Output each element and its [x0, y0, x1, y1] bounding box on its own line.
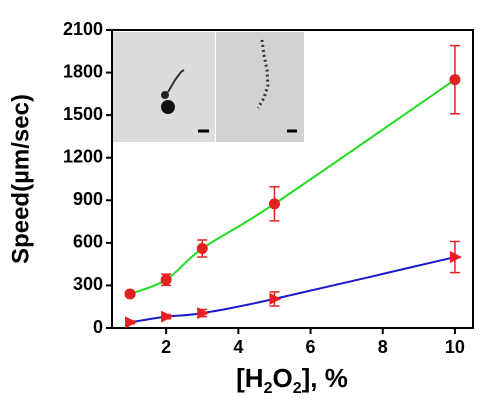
inset-images	[113, 32, 304, 142]
y-tick-label: 900	[73, 189, 103, 209]
inset-image-1	[113, 32, 215, 142]
x-label-part: O	[272, 363, 292, 393]
point	[268, 198, 280, 210]
point	[269, 292, 282, 305]
point	[124, 288, 136, 300]
x-tick-label: 6	[306, 337, 316, 357]
x-label-part: [H	[236, 363, 263, 393]
trail	[256, 39, 270, 109]
y-tick-label: 1200	[63, 146, 103, 166]
x-tick-label: 4	[233, 337, 243, 357]
point	[196, 243, 208, 255]
trail	[167, 69, 185, 93]
point	[160, 274, 172, 286]
plot-frame	[111, 29, 474, 329]
point	[449, 74, 461, 86]
y-tick-label: 1500	[63, 104, 103, 124]
y-axis-label: Speed(µm/sec)	[7, 94, 34, 264]
x-tick-label: 2	[161, 337, 171, 357]
series-line	[129, 256, 456, 324]
point	[161, 310, 174, 323]
inset-image-2	[216, 32, 304, 142]
y-tick-label: 0	[93, 317, 103, 337]
x-tick-label: 8	[378, 337, 388, 357]
x-label-part: 2	[264, 380, 273, 397]
point	[125, 316, 138, 329]
y-tick-label: 2100	[63, 19, 103, 39]
y-tick-label: 600	[73, 232, 103, 252]
particle	[161, 91, 169, 99]
y-tick-label: 300	[73, 274, 103, 294]
x-tick-label: 10	[445, 337, 465, 357]
y-tick-label: 1800	[63, 61, 103, 81]
x-label-part: ], %	[302, 363, 348, 393]
point	[197, 307, 210, 320]
particle	[161, 100, 175, 114]
x-label-part: 2	[293, 380, 302, 397]
point	[449, 251, 462, 264]
x-axis-label: [H2O2], %	[236, 363, 348, 397]
